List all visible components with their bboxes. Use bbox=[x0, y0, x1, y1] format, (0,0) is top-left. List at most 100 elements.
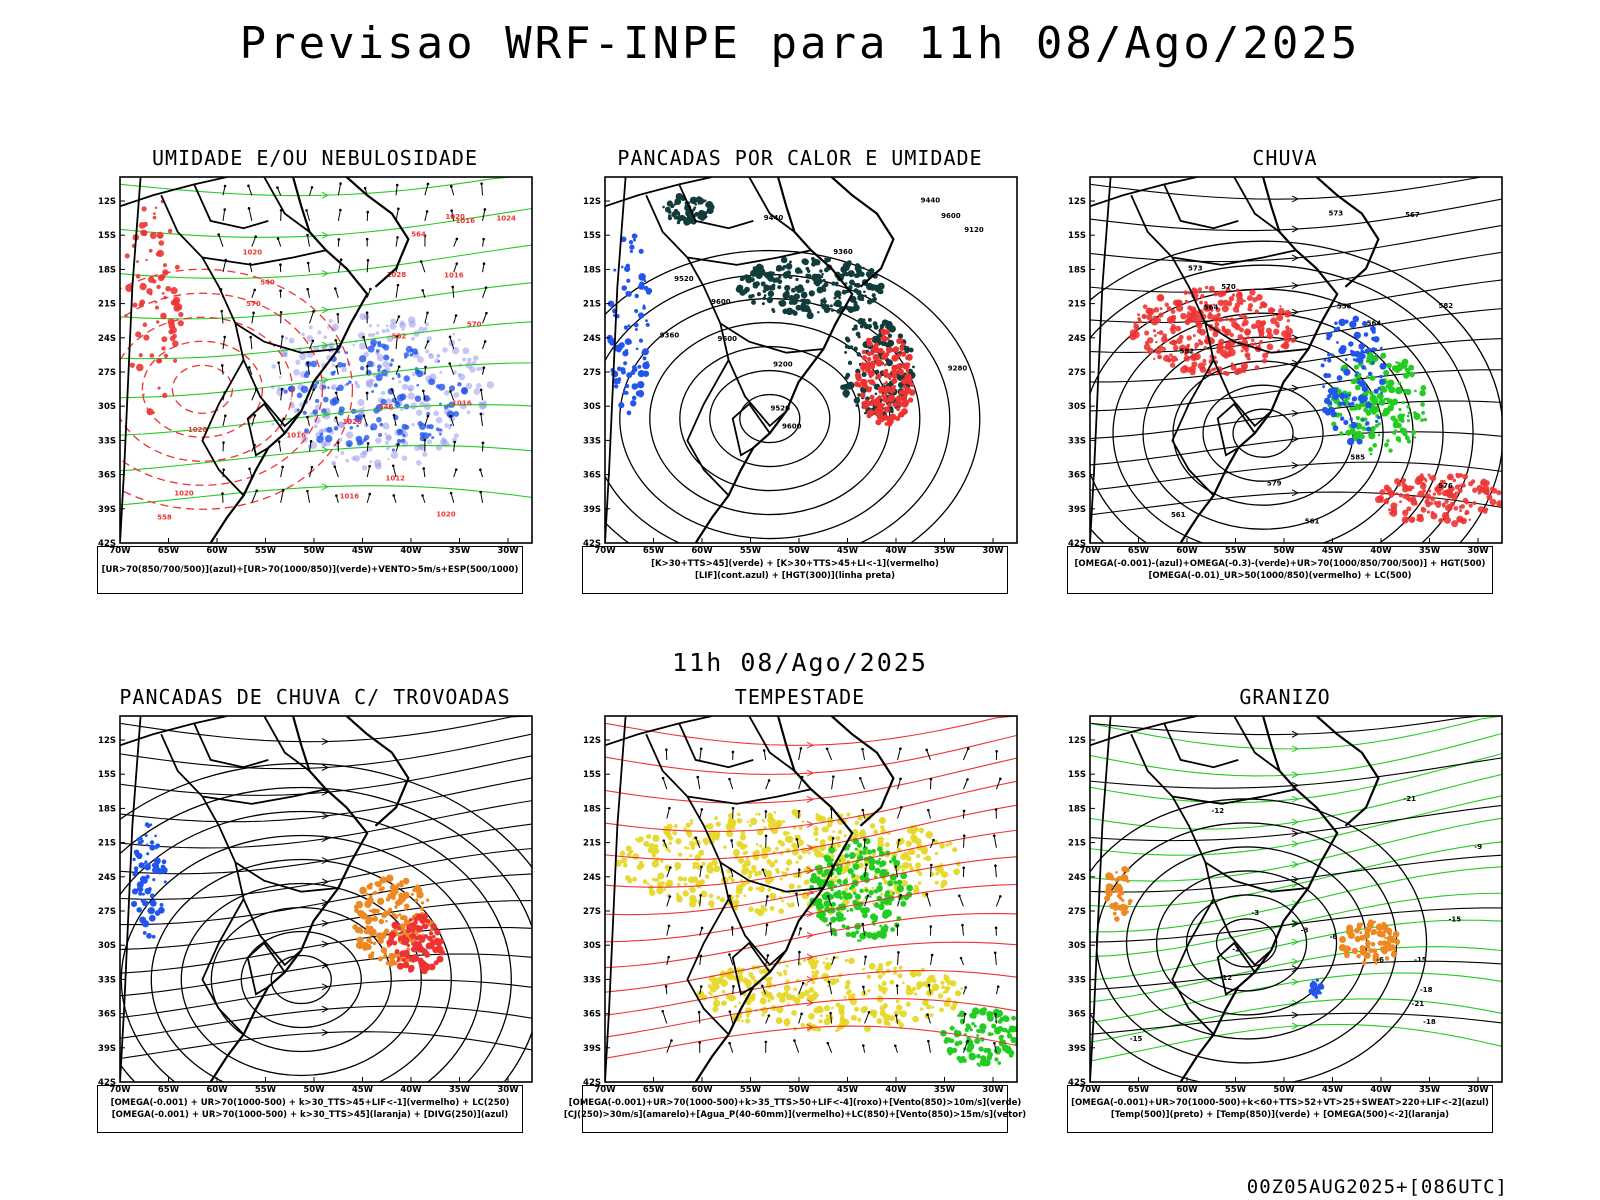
wind-vector-head bbox=[800, 1012, 803, 1016]
wind850-area bbox=[816, 913, 822, 919]
humidity-mid-level bbox=[466, 410, 471, 415]
jet-stream-area bbox=[756, 908, 765, 917]
streamline-850-arrow bbox=[806, 769, 815, 777]
wind-vector-head bbox=[863, 838, 866, 842]
contour-label: 9360 bbox=[833, 248, 853, 256]
instability-area bbox=[772, 309, 776, 314]
humidity-mid-level bbox=[390, 451, 399, 459]
temp500-contour bbox=[1215, 918, 1278, 968]
wind-vector-head bbox=[366, 210, 370, 214]
country-border bbox=[263, 716, 311, 772]
convection-red bbox=[416, 947, 423, 953]
humidity-mid-level-core bbox=[389, 363, 393, 367]
convection-red bbox=[392, 940, 398, 946]
lat-label: 33S bbox=[583, 975, 601, 985]
precip-omega-ur bbox=[1153, 315, 1157, 319]
wind-vector-head bbox=[306, 489, 309, 493]
omega-strong bbox=[1395, 361, 1398, 364]
jet-stream-area bbox=[909, 849, 916, 856]
wind-vector-head bbox=[894, 1044, 897, 1048]
precip-omega-ur bbox=[1238, 313, 1244, 319]
country-border bbox=[719, 861, 824, 893]
omega-weak bbox=[1350, 421, 1358, 429]
wind850-area bbox=[866, 931, 873, 939]
jet-stream-area bbox=[823, 1018, 831, 1026]
instability-area bbox=[697, 197, 705, 205]
jet-stream-area bbox=[814, 969, 820, 975]
jet-stream-area bbox=[783, 984, 791, 992]
precip-omega-ur bbox=[1455, 472, 1459, 477]
omega-strong bbox=[1401, 358, 1409, 366]
jet-stream-area bbox=[937, 993, 944, 999]
omega-strong bbox=[1393, 429, 1398, 434]
wind850-area bbox=[842, 878, 849, 885]
jet-stream-area bbox=[786, 902, 790, 906]
wind-vector-head bbox=[668, 895, 672, 898]
humidity-mid-level-core bbox=[287, 386, 293, 392]
wind-vector bbox=[221, 311, 224, 324]
jet-stream-area bbox=[939, 842, 946, 849]
wind-vector-head bbox=[894, 1014, 898, 1017]
jet-stream-area bbox=[826, 824, 831, 829]
omega-weak bbox=[1353, 350, 1361, 358]
instability-area bbox=[885, 325, 889, 329]
instability-area bbox=[855, 331, 861, 337]
convection-orange bbox=[384, 909, 387, 913]
precip-omega-ur bbox=[1224, 371, 1230, 377]
jet-stream-area bbox=[665, 832, 672, 839]
humidity-mid-level bbox=[385, 434, 393, 441]
humidity-mid-level bbox=[371, 333, 376, 337]
lifted-index-contour bbox=[631, 395, 637, 401]
precip-omega-ur bbox=[1286, 319, 1290, 323]
jet-stream-area bbox=[831, 1006, 834, 1010]
wind-vector bbox=[831, 776, 834, 790]
jet-stream-area bbox=[929, 1013, 934, 1017]
lon-label: 50W bbox=[788, 1085, 810, 1093]
contour-label: 1028 bbox=[188, 426, 208, 434]
wind-vector-head bbox=[395, 183, 399, 187]
lat-label: 18S bbox=[583, 804, 601, 814]
contour-label: 9120 bbox=[964, 226, 984, 234]
country-border bbox=[605, 716, 627, 1082]
jet-stream-area bbox=[811, 970, 815, 974]
instability-area bbox=[862, 266, 865, 270]
instability-area bbox=[845, 282, 848, 285]
precip-omega-ur bbox=[1161, 346, 1167, 352]
wind-vector-head bbox=[765, 923, 769, 927]
jet-stream-area bbox=[802, 958, 807, 963]
jet-stream-area bbox=[776, 1005, 784, 1014]
precip-omega-ur bbox=[1164, 302, 1169, 307]
wind850-area bbox=[1002, 1015, 1009, 1022]
wind-vector bbox=[366, 493, 371, 503]
instability-li-area bbox=[900, 338, 904, 342]
jet-stream-area bbox=[911, 986, 917, 992]
convection-red bbox=[426, 963, 430, 967]
convection-red bbox=[421, 913, 429, 920]
precip-omega-ur bbox=[1259, 305, 1263, 309]
omega500-area bbox=[1359, 945, 1366, 952]
convection-orange bbox=[403, 931, 407, 935]
legend-box: [UR>70(850/700/500)](azul)+[UR>70(1000/8… bbox=[97, 546, 523, 594]
jet-stream-area bbox=[707, 823, 714, 830]
divergence-area bbox=[161, 859, 167, 865]
jet-stream-area bbox=[846, 812, 851, 817]
streamline-250 bbox=[150, 858, 452, 1082]
wind-vector bbox=[222, 185, 226, 196]
map-umidade: 1016102010241016101610161020102010121028… bbox=[98, 176, 533, 554]
instability-area bbox=[674, 198, 682, 205]
wind-vector-head bbox=[426, 414, 430, 418]
wind-vector-head bbox=[728, 894, 731, 898]
humidity-mid-level bbox=[367, 333, 373, 338]
temp850-contour-arrow bbox=[1291, 958, 1300, 966]
jet-stream-area bbox=[858, 862, 864, 869]
jet-stream-area bbox=[674, 861, 682, 869]
wind-vector-head bbox=[728, 953, 731, 956]
thickness-label-cluster bbox=[129, 362, 136, 368]
humidity-mid-level-core bbox=[451, 414, 454, 418]
divergence-area bbox=[141, 892, 145, 896]
humidity-mid-level bbox=[363, 351, 370, 358]
jet-stream-area bbox=[880, 892, 884, 896]
omega-strong bbox=[1355, 415, 1360, 421]
precip-omega-ur bbox=[1175, 325, 1182, 332]
wind-vector-head bbox=[699, 747, 703, 751]
